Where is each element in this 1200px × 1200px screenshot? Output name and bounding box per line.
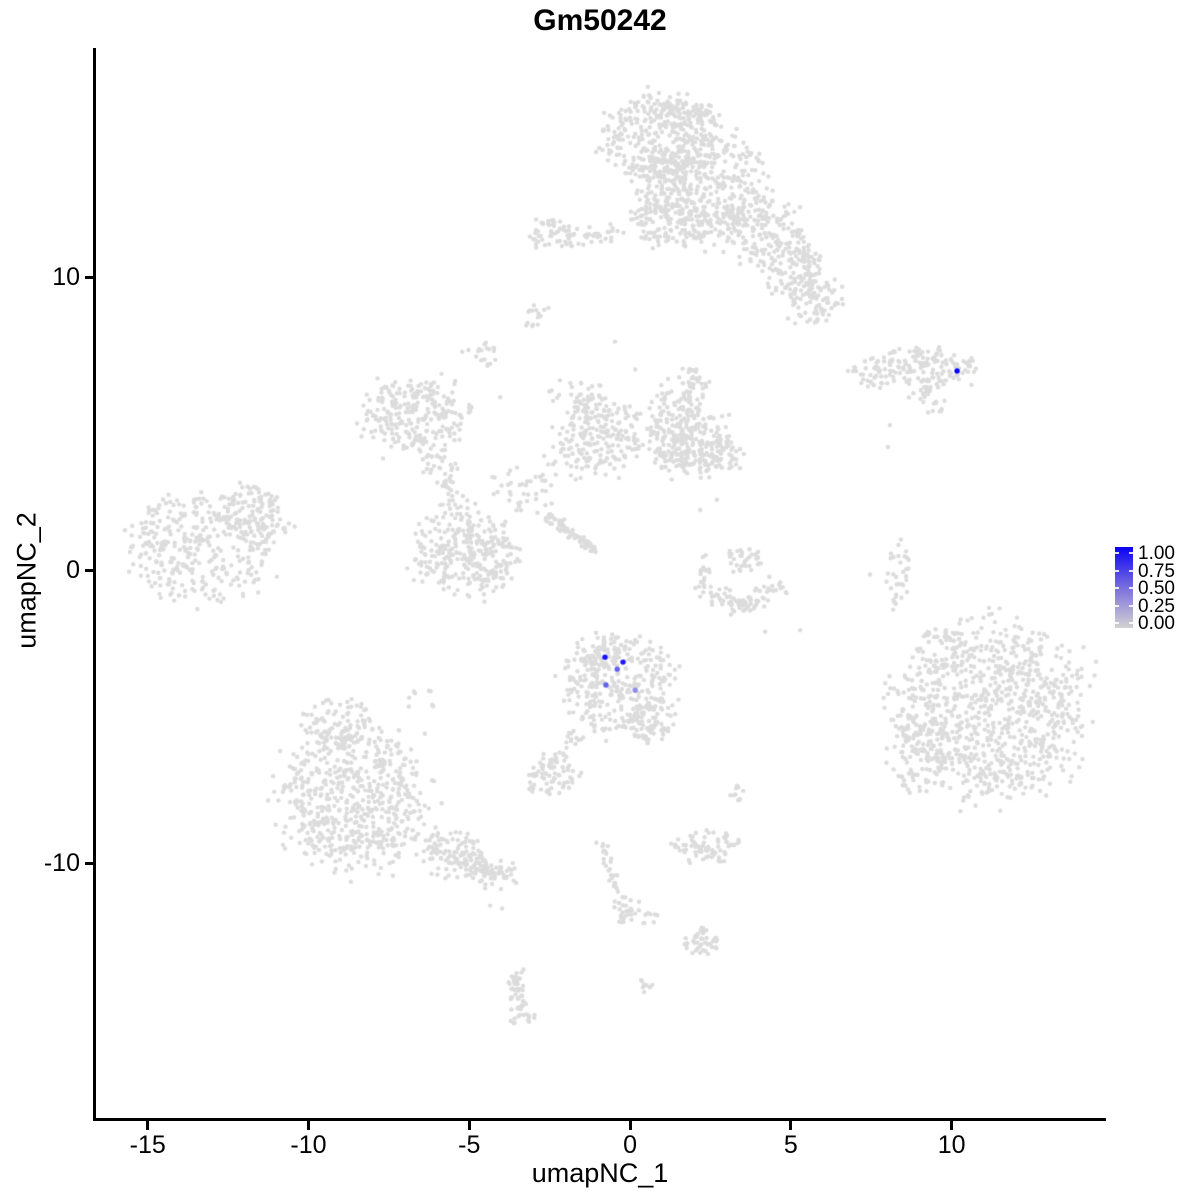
x-tick-label: 5 [783, 1131, 798, 1159]
x-tick-label: -10 [290, 1131, 327, 1159]
x-tick-label: 10 [937, 1131, 966, 1159]
legend-label: 0.75 [1138, 560, 1175, 582]
y-axis-line [93, 48, 96, 1121]
legend-break-tick [1115, 552, 1119, 554]
legend-labels: 1.00 0.75 0.50 0.25 0.00 [1138, 543, 1198, 633]
color-legend: 1.00 0.75 0.50 0.25 0.00 [1113, 543, 1199, 637]
legend-break-tick [1129, 569, 1133, 572]
legend-break-tick [1115, 622, 1119, 624]
y-tick-label: -10 [43, 849, 80, 878]
x-tick-label: -5 [458, 1131, 481, 1159]
x-axis-title: umapNC_1 [531, 1158, 669, 1188]
legend-break-tick [1129, 622, 1133, 624]
legend-break-tick [1129, 604, 1133, 607]
y-tick [85, 275, 94, 279]
legend-break-tick [1129, 552, 1133, 554]
y-tick-label: 10 [52, 263, 80, 292]
x-tick-label: 0 [623, 1131, 638, 1159]
legend-gradient-bar [1115, 547, 1133, 628]
legend-break-tick [1115, 604, 1119, 607]
x-tick [146, 1121, 150, 1130]
legend-break-tick [1115, 569, 1119, 572]
y-tick [85, 861, 94, 865]
legend-break-tick [1129, 587, 1133, 589]
x-axis-line [93, 1118, 1106, 1121]
x-tick [467, 1121, 471, 1130]
x-tick [628, 1121, 632, 1130]
legend-label: 0.50 [1138, 578, 1175, 599]
legend-label: 0.00 [1138, 613, 1175, 634]
legend-label: 1.00 [1138, 543, 1175, 564]
y-tick-label: 0 [66, 556, 80, 585]
y-axis-title: umapNC_2 [11, 512, 42, 649]
legend-label: 0.25 [1138, 595, 1175, 617]
x-tick-label: -15 [129, 1131, 166, 1159]
x-tick [307, 1121, 310, 1130]
x-tick [950, 1121, 954, 1130]
x-tick [789, 1121, 793, 1130]
y-tick [85, 568, 94, 572]
legend-break-tick [1115, 587, 1119, 589]
